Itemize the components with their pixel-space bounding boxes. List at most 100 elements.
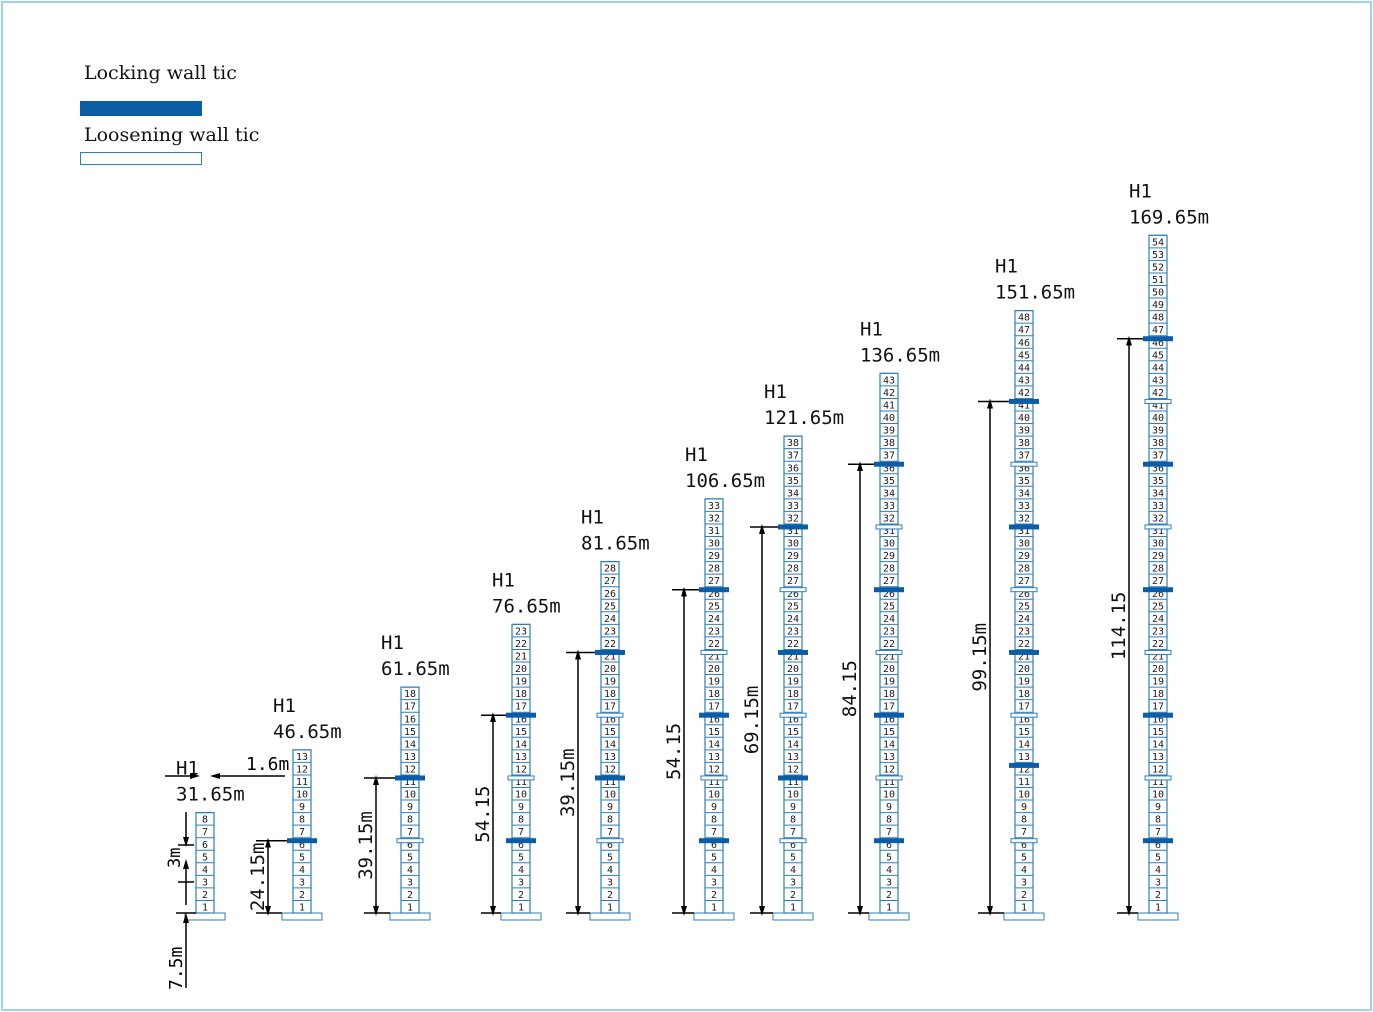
section-number: 42: [1018, 388, 1030, 399]
section-number: 18: [404, 689, 416, 700]
section-number: 38: [1152, 438, 1164, 449]
section-number: 29: [883, 551, 895, 562]
tower-base: [868, 912, 910, 921]
section-number: 12: [883, 764, 895, 775]
tower-base: [281, 912, 323, 921]
locking-tie: [1143, 336, 1173, 342]
section-number: 31: [1152, 526, 1164, 537]
section-number: 3: [1021, 877, 1027, 888]
tower-height: 121.65m: [764, 407, 844, 429]
legend-loosening-label: Loosening wall tic: [84, 124, 260, 146]
locking-tie: [1143, 461, 1173, 467]
section-number: 25: [708, 601, 720, 612]
section-number: 13: [708, 752, 720, 763]
section-number: 8: [711, 815, 717, 826]
section-number: 21: [883, 652, 895, 663]
section-number: 12: [1018, 764, 1030, 775]
section-number: 30: [787, 539, 799, 550]
section-number: 14: [883, 739, 895, 750]
section-number: 3: [518, 877, 524, 888]
section-number: 16: [515, 714, 527, 725]
section-number: 3: [886, 877, 892, 888]
section-number: 3: [1155, 877, 1161, 888]
section-number: 13: [296, 752, 308, 763]
section-number: 14: [404, 739, 416, 750]
section-number: 11: [787, 777, 799, 788]
section-number: 15: [787, 727, 799, 738]
section-number: 15: [404, 727, 416, 738]
section-number: 11: [1152, 777, 1164, 788]
section-number: 20: [604, 664, 616, 675]
section-number: 3: [299, 877, 305, 888]
section-number: 6: [202, 840, 208, 851]
section-number: 31: [787, 526, 799, 537]
section-number: 25: [1152, 601, 1164, 612]
loosening-tie: [1010, 712, 1038, 718]
loosening-tie: [1010, 587, 1038, 593]
section-number: 10: [787, 790, 799, 801]
section-number: 41: [1152, 401, 1164, 412]
tower-label: H1: [685, 444, 708, 466]
locking-tie: [699, 712, 729, 718]
section-number: 9: [518, 802, 524, 813]
section-number: 8: [886, 815, 892, 826]
tower: 1234567891011121314151617181920212223242…: [663, 444, 765, 921]
tower-label: H1: [1129, 180, 1152, 202]
section-number: 10: [604, 790, 616, 801]
loosening-tie: [779, 587, 807, 593]
section-number: 13: [1152, 752, 1164, 763]
section-number: 15: [1152, 727, 1164, 738]
section-number: 11: [708, 777, 720, 788]
section-number: 42: [883, 388, 895, 399]
section-number: 5: [607, 852, 613, 863]
section-number: 3: [711, 877, 717, 888]
locking-tie: [506, 838, 536, 844]
section-number: 20: [708, 664, 720, 675]
section-number: 36: [787, 463, 799, 474]
section-height-label: 3m: [165, 848, 185, 868]
section-number: 39: [1018, 426, 1030, 437]
section-number: 19: [787, 677, 799, 688]
section-number: 53: [1152, 250, 1164, 261]
section-number: 22: [787, 639, 799, 650]
locking-tie: [874, 838, 904, 844]
section-number: 32: [1152, 513, 1164, 524]
section-number: 15: [708, 727, 720, 738]
tie-dimension-label: 24.15m: [247, 843, 269, 912]
section-number: 5: [711, 852, 717, 863]
tower-height: 61.65m: [381, 658, 450, 680]
section-number: 46: [1152, 338, 1164, 349]
locking-tie: [1143, 712, 1173, 718]
section-number: 6: [607, 840, 613, 851]
section-number: 23: [604, 626, 616, 637]
section-number: 33: [1152, 501, 1164, 512]
section-number: 13: [404, 752, 416, 763]
section-number: 34: [1018, 488, 1030, 499]
section-number: 24: [1152, 614, 1164, 625]
section-number: 48: [1018, 313, 1030, 324]
loosening-tie: [875, 775, 903, 781]
section-number: 5: [407, 852, 413, 863]
section-number: 41: [883, 401, 895, 412]
section-number: 11: [1018, 777, 1030, 788]
section-number: 10: [883, 790, 895, 801]
locking-tie: [1009, 398, 1039, 404]
locking-tie: [778, 649, 808, 655]
section-number: 30: [1152, 539, 1164, 550]
section-number: 8: [407, 815, 413, 826]
locking-tie: [1009, 649, 1039, 655]
section-number: 32: [883, 513, 895, 524]
section-number: 25: [787, 601, 799, 612]
section-number: 10: [296, 790, 308, 801]
tower-height: 46.65m: [273, 721, 342, 743]
loosening-tie: [875, 649, 903, 655]
section-number: 21: [604, 652, 616, 663]
loosening-tie: [779, 838, 807, 844]
section-number: 28: [708, 564, 720, 575]
tower-height: 169.65m: [1129, 206, 1209, 228]
section-number: 3: [790, 877, 796, 888]
section-number: 26: [1018, 589, 1030, 600]
section-number: 2: [407, 890, 413, 901]
section-number: 18: [708, 689, 720, 700]
section-number: 34: [787, 488, 799, 499]
